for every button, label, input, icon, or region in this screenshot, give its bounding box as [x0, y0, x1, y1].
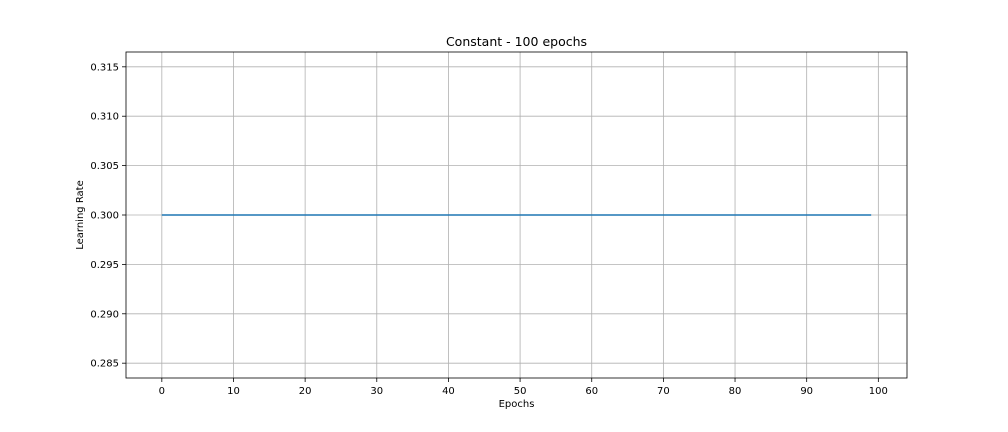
x-tick-label: 90 — [800, 386, 813, 397]
x-tick-label: 50 — [514, 386, 527, 397]
x-tick-label: 40 — [442, 386, 455, 397]
y-tick-label: 0.295 — [90, 260, 119, 271]
x-tick-label: 70 — [657, 386, 670, 397]
x-tick-label: 100 — [869, 386, 888, 397]
y-tick-label: 0.300 — [90, 211, 119, 222]
y-tick-label: 0.285 — [90, 359, 119, 370]
y-tick-label: 0.305 — [90, 161, 119, 172]
grid-layer — [126, 52, 907, 378]
y-axis-label: Learning Rate — [75, 180, 86, 250]
x-tick-label: 80 — [729, 386, 742, 397]
x-tick-label: 0 — [159, 386, 165, 397]
ticks-layer: 0 10 20 30 40 50 60 70 80 90 100 0.285 0.290 0.295 0.3… — [90, 62, 888, 397]
x-axis-label: Epochs — [499, 399, 535, 410]
chart-title: Constant - 100 epochs — [446, 34, 587, 49]
x-tick-label: 20 — [299, 386, 312, 397]
y-tick-label: 0.310 — [90, 112, 119, 123]
x-tick-label: 10 — [227, 386, 240, 397]
x-tick-label: 30 — [370, 386, 383, 397]
y-tick-label: 0.315 — [90, 62, 119, 73]
x-tick-label: 60 — [585, 386, 598, 397]
y-tick-label: 0.290 — [90, 309, 119, 320]
